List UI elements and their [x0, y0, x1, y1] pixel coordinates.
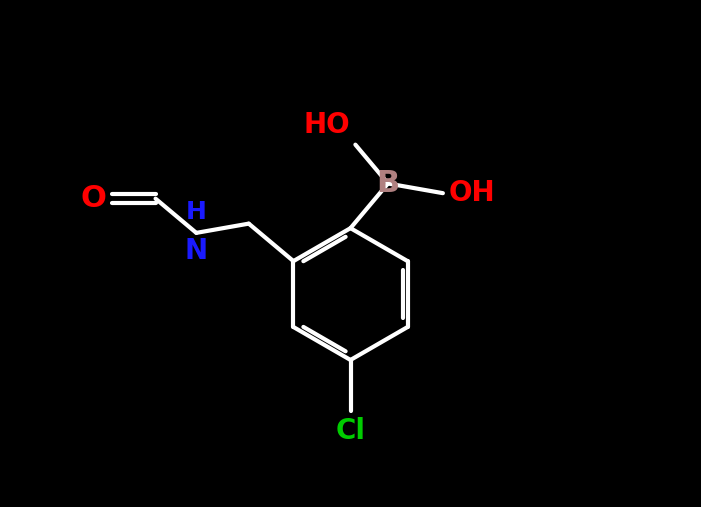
Text: OH: OH [449, 179, 496, 207]
Text: O: O [81, 184, 107, 213]
Text: HO: HO [304, 111, 350, 138]
Text: H: H [186, 200, 207, 224]
Text: B: B [376, 169, 400, 198]
Text: N: N [185, 237, 208, 265]
Text: Cl: Cl [336, 417, 365, 445]
